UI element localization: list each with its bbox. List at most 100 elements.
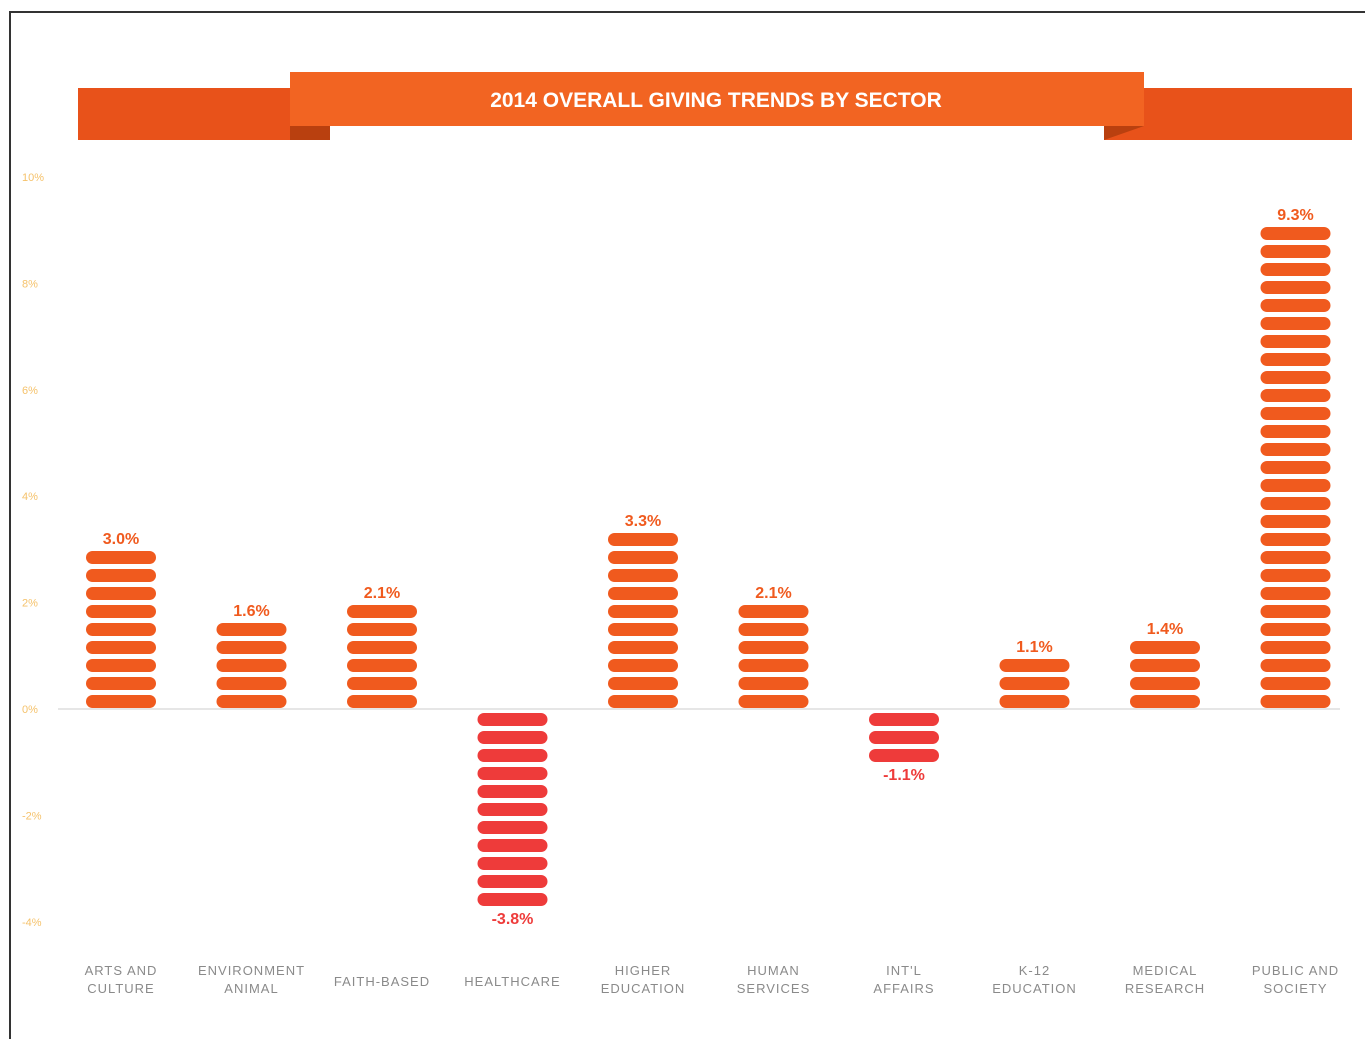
bar-segment: [1260, 695, 1331, 708]
bar: [86, 551, 156, 708]
bar-segment: [608, 677, 678, 690]
data-label: 1.1%: [1016, 639, 1052, 656]
chart-title: 2014 OVERALL GIVING TRENDS BY SECTOR: [490, 89, 942, 112]
bar-segment: [347, 623, 417, 636]
bar-segment: [869, 713, 939, 726]
category-label: HIGHER EDUCATION: [601, 963, 686, 996]
bar-segment: [1260, 317, 1331, 330]
y-tick-label: -4%: [22, 917, 42, 929]
bar-segment: [1260, 533, 1331, 546]
bar-segment: [1260, 677, 1331, 690]
bar-segment: [608, 605, 678, 618]
bar-segment: [608, 569, 678, 582]
bar: [738, 605, 809, 708]
category-label: PUBLIC AND SOCIETY: [1252, 963, 1339, 996]
bar-segment: [1260, 425, 1331, 438]
bar-segment: [477, 839, 548, 852]
bar-segment: [1130, 659, 1200, 672]
bar-segment: [1260, 245, 1331, 258]
bar-segment: [86, 659, 156, 672]
bar-segment: [608, 533, 678, 546]
bar-segment: [86, 695, 156, 708]
data-label: 1.4%: [1147, 621, 1183, 638]
bar-segment: [738, 605, 809, 618]
data-label: 3.0%: [103, 531, 139, 548]
banner-left-wing: [78, 88, 330, 140]
y-tick-label: -2%: [22, 810, 42, 822]
bar-segment: [477, 803, 548, 816]
bar-segment: [1260, 659, 1331, 672]
bar-segment: [738, 623, 809, 636]
category-label: ARTS AND CULTURE: [85, 963, 158, 996]
bar-segment: [1260, 299, 1331, 312]
bar-segment: [86, 641, 156, 654]
bar-segment: [1260, 497, 1331, 510]
bars: [86, 227, 1331, 906]
bar-segment: [86, 623, 156, 636]
bar-segment: [999, 659, 1070, 672]
banner-left-fold: [290, 126, 330, 140]
category-label: INT'L AFFAIRS: [873, 963, 934, 996]
bar: [1130, 641, 1200, 708]
bar-segment: [477, 821, 548, 834]
category-label: FAITH-BASED: [334, 974, 430, 989]
bar-segment: [869, 749, 939, 762]
bar-segment: [347, 605, 417, 618]
chart-frame: [9, 11, 1365, 1039]
bar-segment: [1130, 677, 1200, 690]
bar-segment: [477, 767, 548, 780]
category-label: K-12 EDUCATION: [992, 963, 1077, 996]
bar-segment: [1260, 227, 1331, 240]
bar-segment: [999, 695, 1070, 708]
y-tick-label: 0%: [22, 704, 38, 716]
category-label: HUMAN SERVICES: [737, 963, 811, 996]
bar-segment: [608, 695, 678, 708]
data-label: 2.1%: [755, 585, 791, 602]
y-tick-label: 10%: [22, 172, 44, 184]
bar: [477, 713, 548, 906]
bar-segment: [216, 659, 287, 672]
bar-segment: [86, 677, 156, 690]
bar-segment: [477, 731, 548, 744]
bar-segment: [1260, 641, 1331, 654]
bar: [608, 533, 678, 708]
bar-segment: [1260, 371, 1331, 384]
bar-segment: [1260, 551, 1331, 564]
bar-segment: [608, 623, 678, 636]
bar: [216, 623, 287, 708]
bar-segment: [477, 749, 548, 762]
banner-center: [290, 72, 1144, 126]
data-label: -1.1%: [883, 767, 925, 784]
title-banner: 2014 OVERALL GIVING TRENDS BY SECTOR: [78, 72, 1352, 140]
y-tick-label: 8%: [22, 278, 38, 290]
bar-segment: [477, 785, 548, 798]
bar-segment: [1260, 281, 1331, 294]
category-label: HEALTHCARE: [464, 974, 560, 989]
banner-right-fold: [1104, 126, 1144, 140]
data-label: 3.3%: [625, 513, 661, 530]
bar-segment: [738, 695, 809, 708]
category-label: MEDICAL RESEARCH: [1125, 963, 1205, 996]
y-tick-label: 2%: [22, 598, 38, 610]
bar-segment: [347, 659, 417, 672]
bar-segment: [608, 551, 678, 564]
category-label: ENVIRONMENT ANIMAL: [198, 963, 305, 996]
y-tick-label: 4%: [22, 491, 38, 503]
bar-segment: [1130, 695, 1200, 708]
bar-segment: [1260, 515, 1331, 528]
bar-segment: [1260, 263, 1331, 276]
bar-segment: [86, 587, 156, 600]
bar-segment: [608, 659, 678, 672]
bar-segment: [738, 677, 809, 690]
bar-segment: [86, 569, 156, 582]
bar-segment: [216, 623, 287, 636]
bar-segment: [738, 641, 809, 654]
bar-segment: [216, 677, 287, 690]
bar-segment: [477, 893, 548, 906]
data-label: 1.6%: [233, 603, 269, 620]
bar-segment: [869, 731, 939, 744]
bar-segment: [477, 875, 548, 888]
bar-segment: [608, 587, 678, 600]
bar-segment: [1260, 569, 1331, 582]
